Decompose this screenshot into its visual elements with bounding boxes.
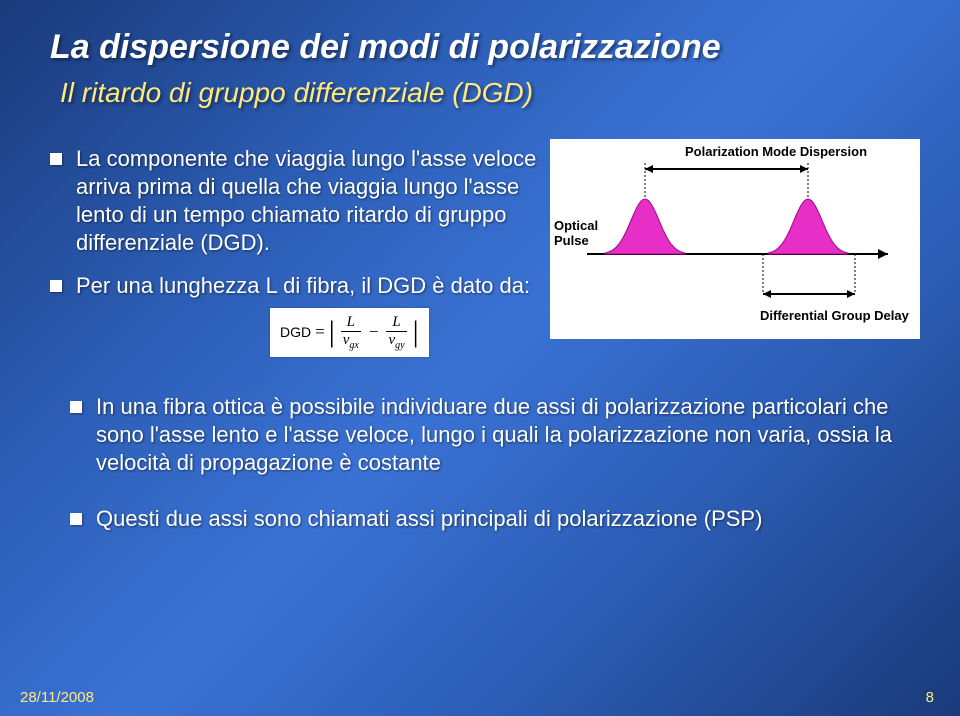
- square-bullet-icon: [70, 401, 82, 413]
- formula-lhs: DGD: [280, 324, 311, 340]
- numerator: L: [341, 314, 361, 332]
- numerator: L: [386, 314, 406, 332]
- bullet-item: La componente che viaggia lungo l'asse v…: [40, 145, 538, 258]
- bullet-item: In una fibra ottica è possibile individu…: [60, 393, 900, 477]
- right-column: Optical Pulse Polarization Mode Dispersi…: [550, 139, 920, 357]
- fraction-2: L vgy: [384, 314, 408, 351]
- slide-title: La dispersione dei modi di polarizzazion…: [0, 0, 960, 71]
- bullet-item: Questi due assi sono chiamati assi princ…: [60, 505, 900, 533]
- footer-page: 8: [926, 689, 934, 706]
- abs-bar: |: [329, 323, 335, 341]
- bullet-item: Per una lunghezza L di fibra, il DGD è d…: [40, 272, 538, 300]
- fraction-1: L vgx: [339, 314, 363, 351]
- footer-date: 28/11/2008: [20, 689, 94, 706]
- denominator: vgx: [339, 332, 363, 351]
- content-row: La componente che viaggia lungo l'asse v…: [0, 119, 960, 357]
- square-bullet-icon: [50, 280, 62, 292]
- minus-sign: −: [369, 322, 379, 342]
- denominator: vgy: [384, 332, 408, 351]
- bullet-text: La componente che viaggia lungo l'asse v…: [76, 145, 538, 258]
- bullet-text: In una fibra ottica è possibile individu…: [96, 393, 900, 477]
- pmd-figure: Optical Pulse Polarization Mode Dispersi…: [550, 139, 920, 339]
- abs-bar: |: [413, 323, 419, 341]
- slide: La dispersione dei modi di polarizzazion…: [0, 0, 960, 716]
- square-bullet-icon: [70, 513, 82, 525]
- square-bullet-icon: [50, 153, 62, 165]
- formula: DGD = | L vgx − L vgy |: [270, 308, 429, 357]
- bullet-text: Per una lunghezza L di fibra, il DGD è d…: [76, 272, 530, 300]
- figure-svg: [550, 139, 920, 339]
- left-column: La componente che viaggia lungo l'asse v…: [40, 139, 550, 357]
- equals-sign: =: [315, 322, 325, 342]
- slide-subtitle: Il ritardo di gruppo differenziale (DGD): [0, 71, 960, 119]
- lower-bullets: In una fibra ottica è possibile individu…: [0, 357, 960, 534]
- bullet-text: Questi due assi sono chiamati assi princ…: [96, 505, 762, 533]
